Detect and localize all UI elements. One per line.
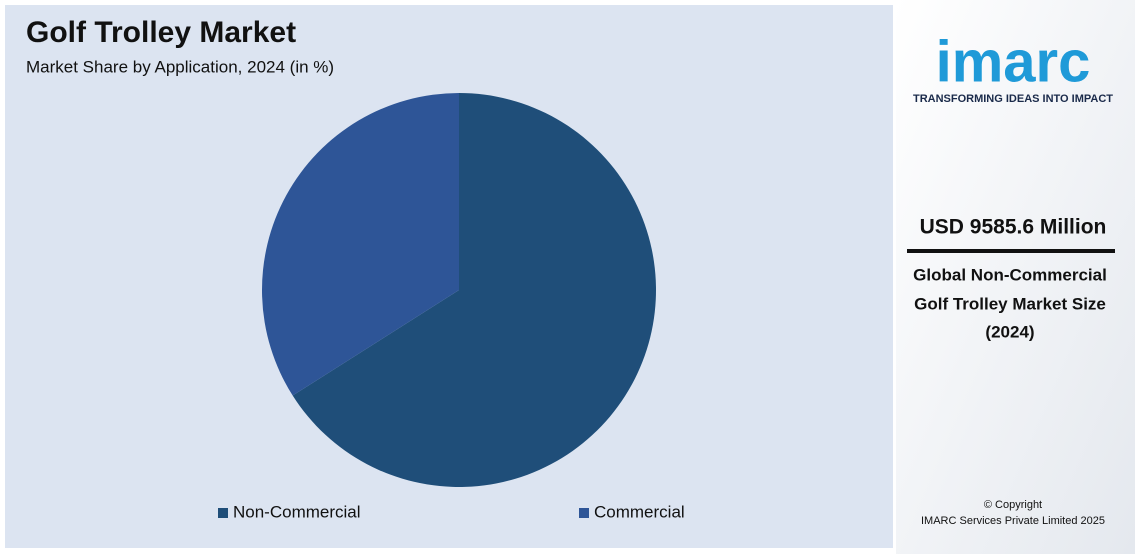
pie-slice (292, 93, 656, 487)
legend-swatch (218, 508, 228, 518)
tagline: TRANSFORMING IDEAS INTO IMPACT (913, 93, 1113, 105)
pie-slice (262, 93, 459, 396)
legend-swatch (579, 508, 589, 518)
copyright: IMARC Services Private Limited 2025 (921, 515, 1105, 527)
description-line: Global Non-Commercial (913, 265, 1107, 284)
copyright: © Copyright (984, 499, 1042, 511)
logo: imarc (936, 29, 1091, 94)
description-line: Golf Trolley Market Size (914, 294, 1106, 313)
chart-title: Golf Trolley Market (26, 16, 296, 49)
chart-subtitle: Market Share by Application, 2024 (in %) (26, 57, 334, 76)
sidebar-panel (896, 0, 1135, 554)
description-line: (2024) (985, 322, 1034, 341)
legend-label: Commercial (594, 502, 685, 521)
legend: Non-Commercial Commercial (218, 502, 685, 521)
headline: USD 9585.6 Million (920, 216, 1107, 239)
legend-label: Non-Commercial (233, 502, 361, 521)
pie (262, 93, 656, 487)
